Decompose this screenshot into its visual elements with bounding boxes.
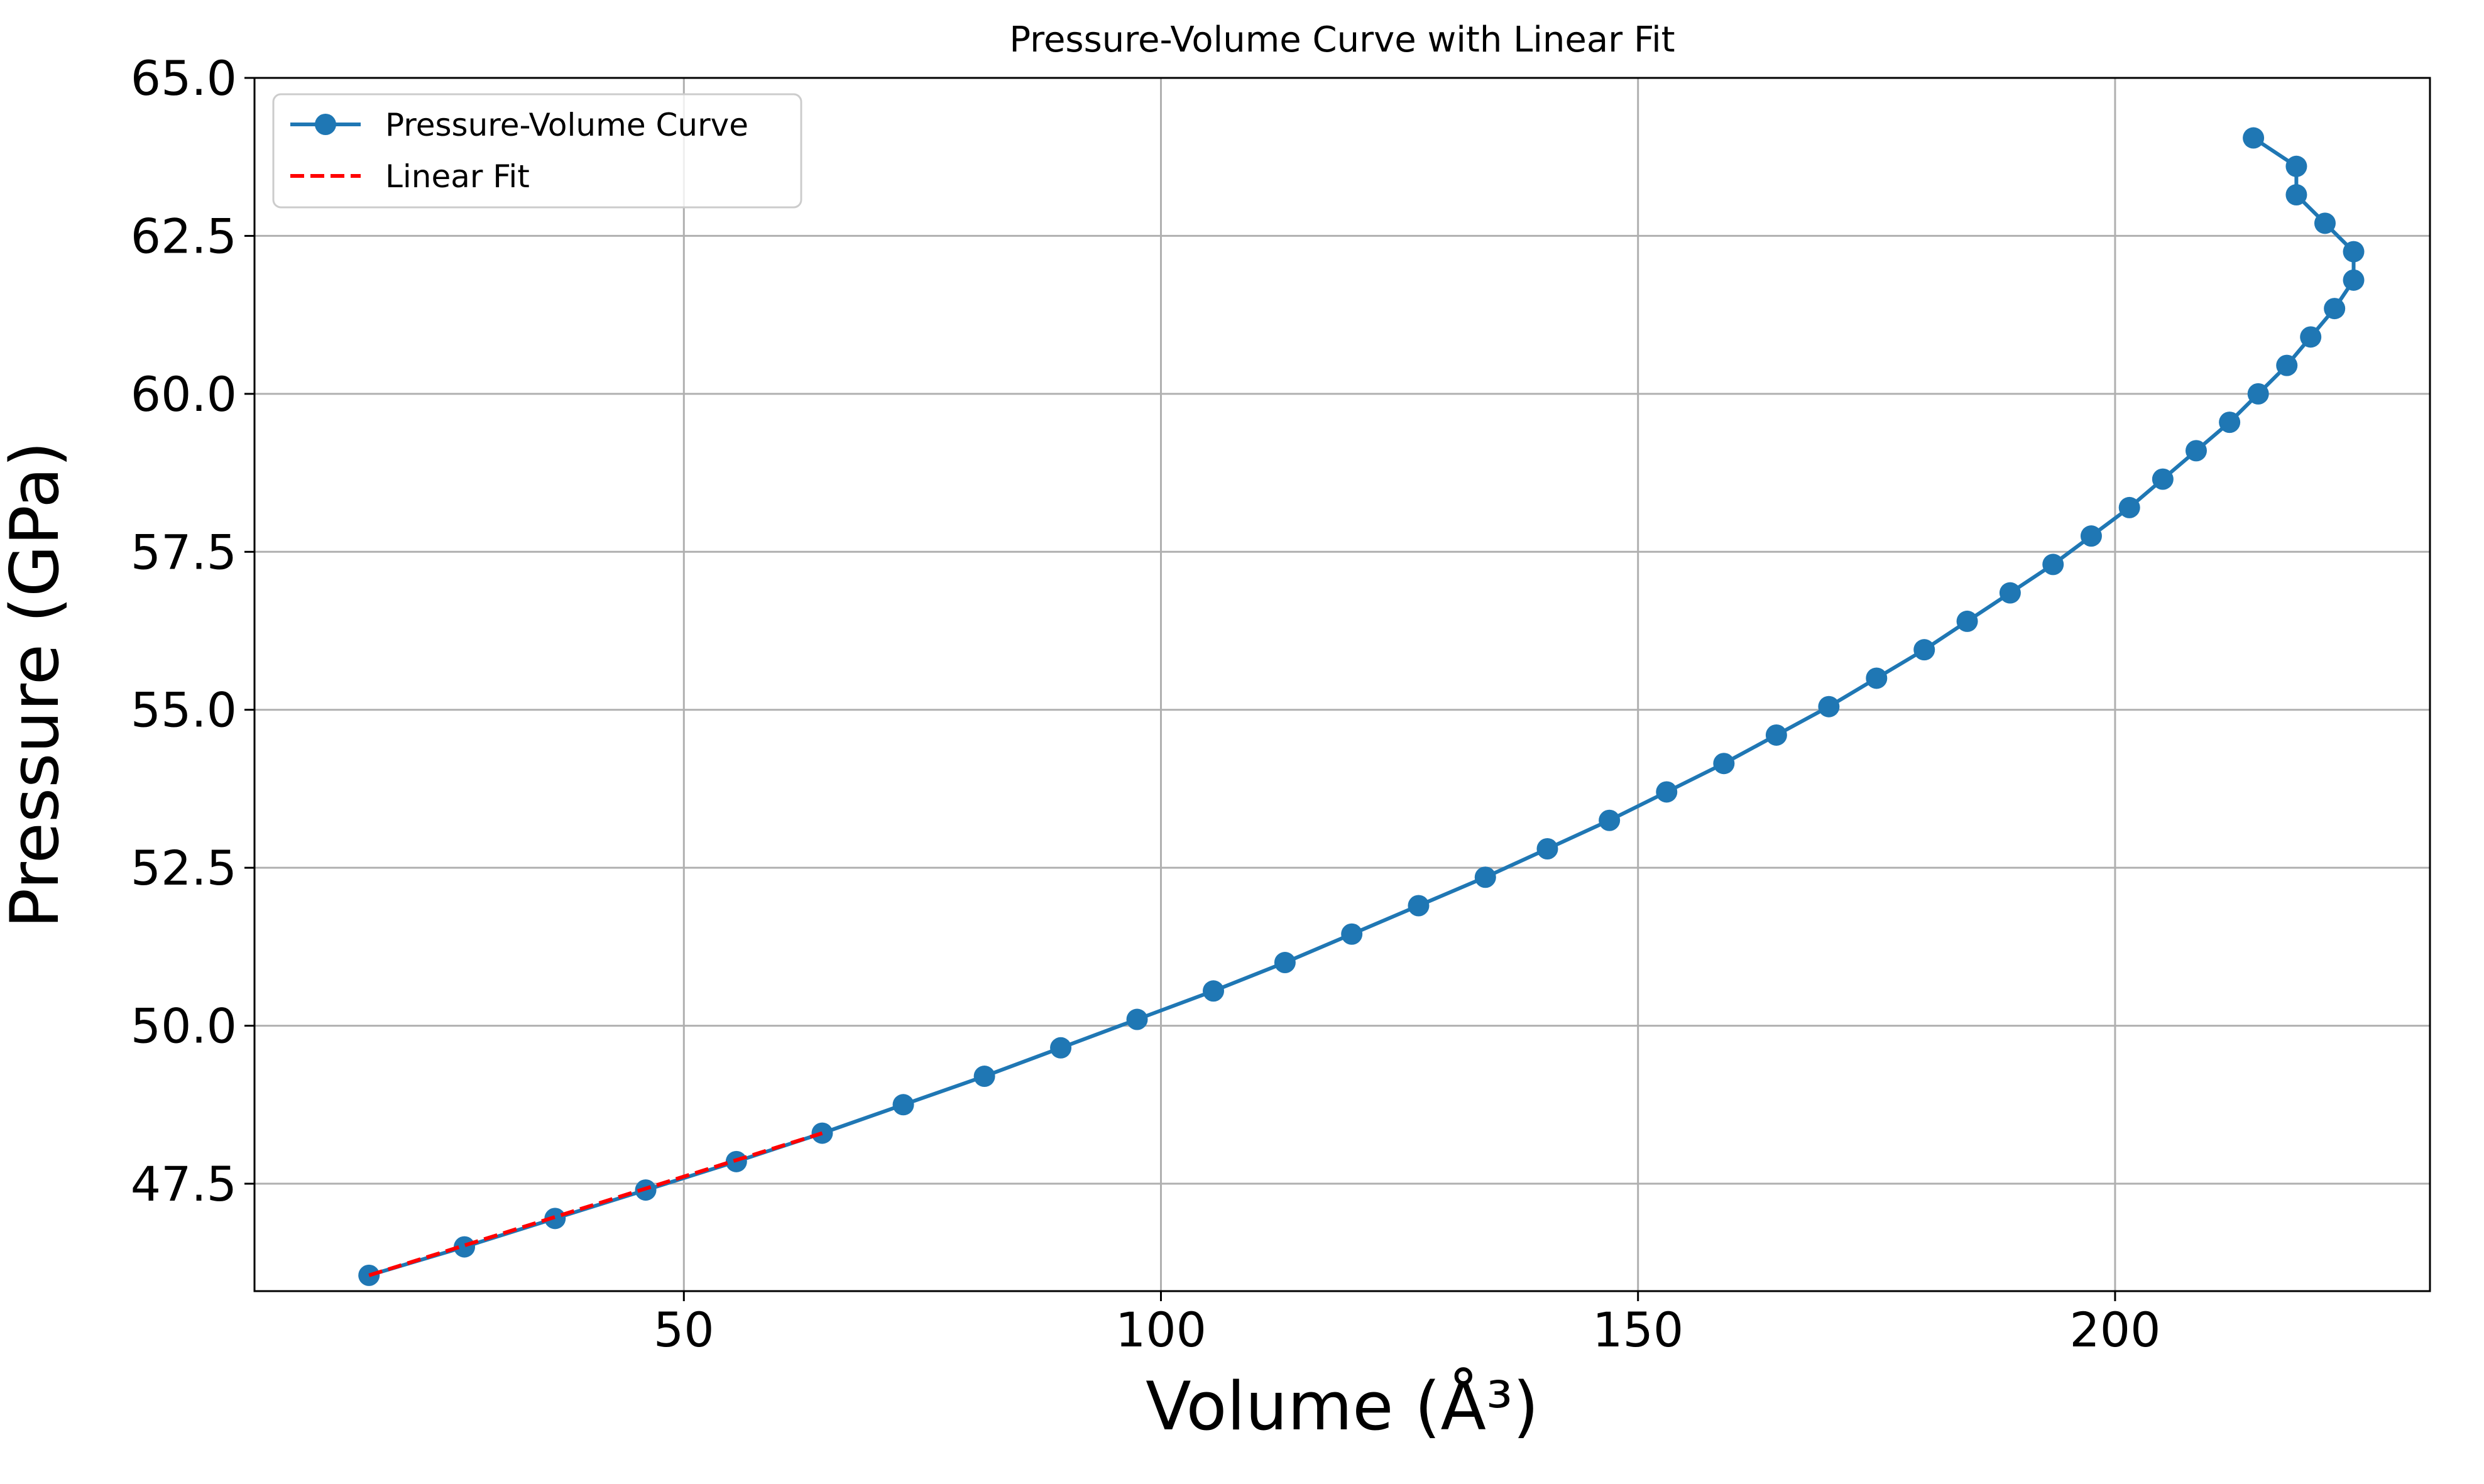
series-layer — [358, 127, 2365, 1286]
data-point — [1203, 980, 1225, 1002]
data-point — [1913, 639, 1935, 661]
x-tick-label: 150 — [1592, 1302, 1683, 1358]
data-point — [2185, 440, 2207, 462]
legend-marker-pressure-volume-curve — [315, 114, 336, 135]
y-tick-label: 52.5 — [131, 840, 237, 896]
data-point — [1050, 1037, 1072, 1059]
y-tick-label: 55.0 — [131, 682, 237, 738]
data-point — [1765, 724, 1787, 746]
data-point — [1474, 866, 1496, 888]
data-point — [2247, 383, 2269, 405]
data-point — [2219, 412, 2241, 434]
chart-title: Pressure-Volume Curve with Linear Fit — [1009, 19, 1675, 60]
data-point — [2300, 326, 2322, 348]
data-point — [2285, 155, 2307, 177]
data-point — [2314, 212, 2336, 234]
data-point — [1956, 610, 1978, 632]
data-point — [1536, 837, 1558, 859]
data-point — [1866, 667, 1888, 689]
data-point — [1599, 809, 1621, 831]
y-tick-label: 50.0 — [131, 998, 237, 1054]
data-point — [1274, 952, 1296, 974]
data-point — [2343, 241, 2365, 263]
legend-label-linear-fit: Linear Fit — [385, 158, 530, 195]
data-point — [454, 1236, 476, 1258]
data-point — [2343, 269, 2365, 291]
data-point — [2243, 127, 2265, 149]
data-point — [2324, 298, 2346, 320]
data-point — [1126, 1008, 1148, 1030]
y-axis-label: Pressure (GPa) — [0, 441, 74, 928]
data-point — [973, 1066, 995, 1088]
legend-label-pressure-volume-curve: Pressure-Volume Curve — [385, 107, 748, 143]
x-tick-label: 100 — [1115, 1302, 1206, 1358]
data-point — [1341, 923, 1363, 945]
legend-box — [272, 93, 802, 209]
data-point — [2276, 354, 2298, 376]
data-point — [892, 1094, 914, 1116]
y-tick-label: 60.0 — [131, 366, 237, 422]
legend: Pressure-Volume Curve Linear Fit — [272, 93, 802, 209]
series-line-linear-fit — [368, 1131, 823, 1277]
data-point — [2042, 554, 2064, 576]
data-point — [1818, 696, 1840, 717]
data-point — [2118, 496, 2140, 518]
x-axis-label: Volume (Å³) — [1146, 1368, 1539, 1445]
data-point — [2152, 468, 2174, 490]
data-point — [1999, 582, 2021, 604]
plot-area-frame — [253, 77, 2431, 1292]
x-tick-label: 200 — [2069, 1302, 2160, 1358]
data-point — [1713, 753, 1735, 775]
y-tick-label: 57.5 — [131, 524, 237, 580]
y-tick-label: 47.5 — [131, 1156, 237, 1212]
y-tick-label: 65.0 — [131, 50, 237, 106]
y-tick-label: 62.5 — [131, 208, 237, 264]
data-point — [2080, 525, 2102, 547]
data-point — [2285, 184, 2307, 206]
data-point — [1408, 895, 1430, 917]
data-point — [1656, 781, 1678, 803]
x-tick-label: 50 — [654, 1302, 714, 1358]
tick-layer: 50 100 150 200 47.5 50.0 52.5 55.0 57.5 60.0 62.5 6… — [131, 50, 2161, 1358]
